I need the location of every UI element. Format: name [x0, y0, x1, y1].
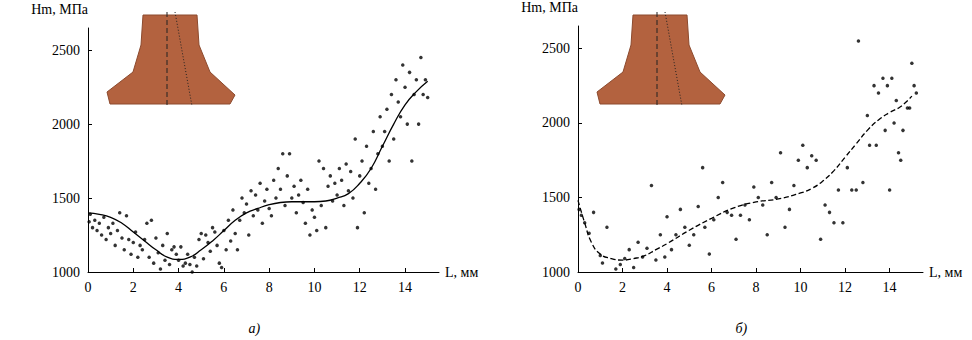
svg-text:2500: 2500: [542, 41, 570, 56]
svg-text:0: 0: [575, 280, 582, 295]
svg-text:L, мм: L, мм: [929, 265, 962, 280]
svg-text:10: 10: [794, 280, 808, 295]
svg-text:10: 10: [307, 280, 321, 295]
svg-text:0: 0: [85, 280, 92, 295]
svg-text:6: 6: [220, 280, 227, 295]
svg-text:14: 14: [398, 280, 412, 295]
svg-text:Hm, МПа: Hm, МПа: [521, 0, 579, 15]
svg-text:L, мм: L, мм: [445, 265, 478, 280]
svg-text:2: 2: [619, 280, 626, 295]
svg-text:4: 4: [175, 280, 182, 295]
svg-text:1500: 1500: [542, 190, 570, 205]
svg-text:а): а): [249, 321, 261, 337]
svg-text:4: 4: [664, 280, 671, 295]
svg-text:2000: 2000: [52, 117, 80, 132]
svg-text:12: 12: [838, 280, 852, 295]
svg-text:1000: 1000: [52, 265, 80, 280]
svg-text:б): б): [736, 321, 748, 337]
svg-text:2500: 2500: [52, 43, 80, 58]
svg-text:6: 6: [708, 280, 715, 295]
svg-text:1000: 1000: [542, 265, 570, 280]
svg-text:14: 14: [883, 280, 897, 295]
svg-text:2000: 2000: [542, 115, 570, 130]
svg-text:Hm, МПа: Hm, МПа: [31, 2, 89, 17]
svg-text:2: 2: [130, 280, 137, 295]
svg-text:1500: 1500: [52, 191, 80, 206]
svg-text:8: 8: [753, 280, 760, 295]
svg-text:8: 8: [266, 280, 273, 295]
svg-text:12: 12: [353, 280, 367, 295]
